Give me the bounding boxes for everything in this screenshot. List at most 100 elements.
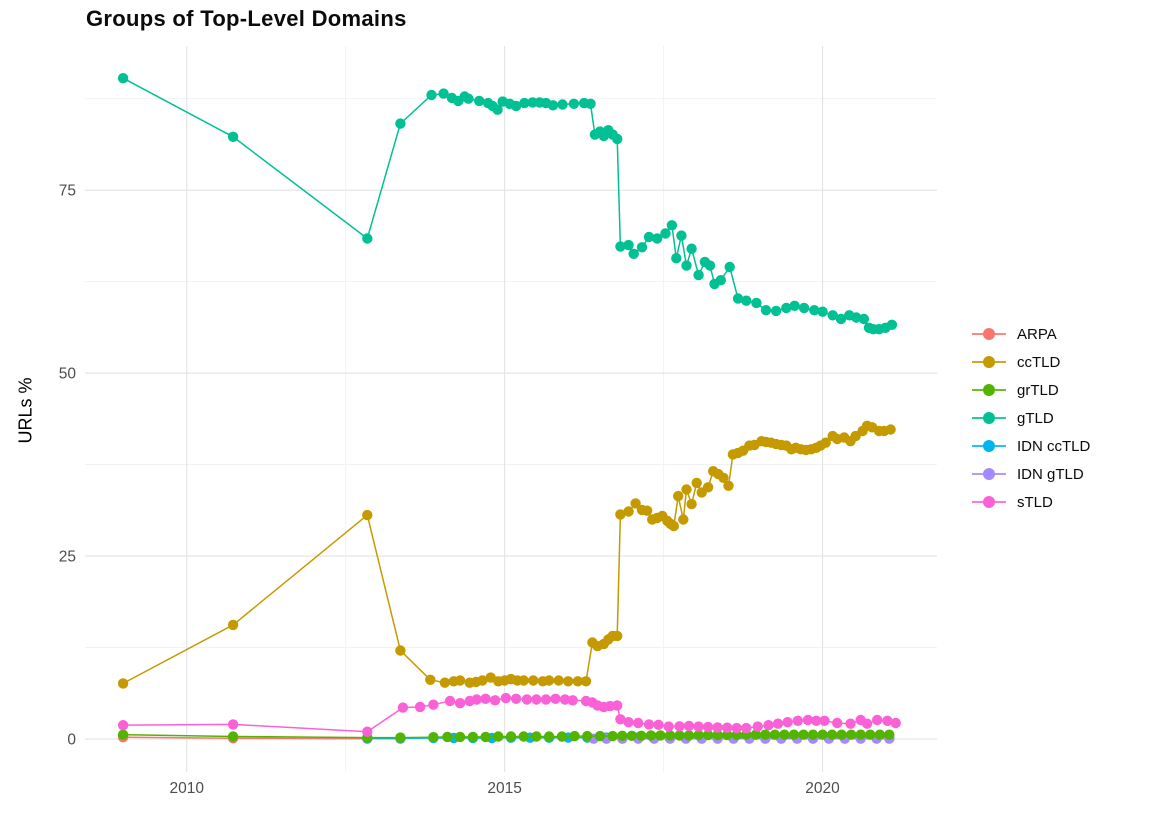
- series-point-stld: [428, 699, 439, 710]
- legend-label-stld: sTLD: [1017, 493, 1053, 511]
- legend-label-gtld: gTLD: [1017, 409, 1054, 427]
- series-point-gtld: [858, 313, 870, 325]
- series-point-grtld: [779, 729, 790, 740]
- series-point-stld: [612, 700, 623, 711]
- legend-key-stld: [972, 495, 1006, 509]
- series-point-grtld: [655, 730, 666, 741]
- legend-key-cctld: [972, 355, 1006, 369]
- series-point-grtld: [467, 731, 479, 743]
- chart-title: Groups of Top-Level Domains: [86, 6, 407, 31]
- series-point-grtld: [855, 729, 866, 740]
- series-point-gtld: [510, 100, 522, 112]
- series-point-gtld: [557, 99, 568, 110]
- series-point-gtld: [227, 131, 239, 142]
- legend-key-dot: [983, 412, 995, 424]
- series-point-cctld: [439, 677, 451, 688]
- series-point-grtld: [543, 731, 555, 742]
- legend-label-idn-cctld: IDN ccTLD: [1017, 437, 1091, 455]
- series-point-grtld: [683, 730, 695, 741]
- x-tick-label: 2015: [487, 780, 521, 797]
- legend-key-dot: [983, 384, 995, 396]
- series-point-grtld: [227, 731, 239, 742]
- x-tick-label: 2020: [805, 780, 840, 797]
- series-point-gtld: [798, 302, 810, 314]
- legend-key-dot: [983, 328, 995, 340]
- series-point-cctld: [641, 505, 653, 516]
- series-point-gtld: [666, 220, 678, 231]
- series-point-stld: [454, 698, 466, 709]
- legend-label-arpa: ARPA: [1017, 325, 1057, 343]
- legend-item-stld: sTLD: [972, 488, 1090, 516]
- series-point-stld: [643, 719, 655, 730]
- series-point-gtld: [886, 319, 898, 330]
- series-point-grtld: [664, 730, 676, 741]
- series-point-grtld: [788, 729, 800, 740]
- legend-item-idn-gtld: IDN gTLD: [972, 460, 1090, 488]
- series-point-gtld: [827, 310, 838, 321]
- series-point-gtld: [547, 100, 559, 111]
- series-point-grtld: [531, 731, 542, 742]
- series-point-stld: [872, 714, 883, 726]
- series-point-stld: [510, 693, 522, 704]
- series-point-cctld: [543, 675, 555, 686]
- series-point-stld: [702, 721, 714, 733]
- series-point-stld: [683, 720, 695, 732]
- series-point-gtld: [652, 233, 663, 244]
- x-tick-label: 2010: [169, 780, 204, 797]
- legend-item-arpa: ARPA: [972, 320, 1090, 348]
- series-point-grtld: [722, 729, 733, 741]
- series-point-gtld: [724, 261, 735, 273]
- series-point-stld: [792, 715, 803, 726]
- series-point-stld: [489, 695, 501, 706]
- series-point-gtld: [789, 300, 800, 311]
- series-point-cctld: [686, 498, 697, 510]
- series-point-grtld: [817, 729, 828, 740]
- series-point-gtld: [519, 97, 530, 109]
- legend-item-gtld: gTLD: [972, 404, 1090, 432]
- series-point-cctld: [691, 477, 702, 489]
- series-point-gtld: [612, 133, 623, 145]
- series-point-gtld: [568, 98, 580, 110]
- series-point-grtld: [454, 731, 466, 743]
- series-point-grtld: [798, 729, 809, 740]
- series-point-cctld: [723, 480, 734, 491]
- series-point-stld: [540, 694, 552, 705]
- series-point-stld: [882, 715, 893, 726]
- series-point-cctld: [395, 645, 406, 656]
- series-point-stld: [772, 718, 784, 729]
- series-point-grtld: [693, 729, 704, 741]
- series-point-grtld: [826, 729, 838, 740]
- series-point-grtld: [117, 729, 129, 740]
- series-point-grtld: [480, 731, 491, 743]
- series-point-gtld: [628, 248, 639, 259]
- series-point-grtld: [769, 729, 781, 740]
- series-point-grtld: [556, 731, 568, 742]
- series-point-stld: [653, 719, 664, 730]
- y-tick-label: 50: [59, 366, 77, 383]
- series-point-stld: [227, 719, 239, 730]
- series-point-gtld: [704, 260, 716, 271]
- legend-label-grtld: grTLD: [1017, 381, 1059, 399]
- series-point-cctld: [702, 482, 714, 493]
- series-point-gtld: [615, 241, 626, 252]
- series-point-grtld: [865, 729, 876, 740]
- legend-label-cctld: ccTLD: [1017, 353, 1061, 371]
- series-point-stld: [712, 722, 723, 733]
- series-point-gtld: [395, 118, 406, 129]
- series-point-stld: [117, 720, 129, 731]
- series-point-cctld: [681, 484, 692, 495]
- series-point-stld: [633, 717, 644, 729]
- legend-key-idn-cctld: [972, 439, 1006, 453]
- series-point-grtld: [836, 729, 847, 740]
- series-point-grtld: [674, 730, 685, 741]
- series-point-grtld: [617, 730, 628, 741]
- series-point-grtld: [874, 729, 885, 740]
- series-point-gtld: [686, 243, 697, 254]
- series-point-cctld: [718, 472, 729, 483]
- series-point-cctld: [673, 490, 684, 502]
- y-tick-label: 25: [59, 549, 76, 566]
- series-point-stld: [693, 721, 704, 732]
- series-point-stld: [521, 694, 533, 705]
- series-point-cctld: [528, 675, 539, 686]
